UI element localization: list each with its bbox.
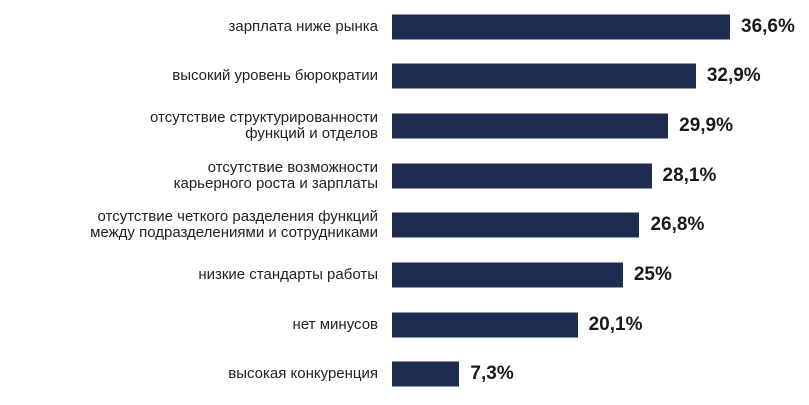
category-label: высокий уровень бюрократии — [172, 67, 378, 85]
value-label: 29,9% — [679, 114, 733, 136]
bar — [392, 163, 652, 189]
bar — [392, 113, 669, 139]
bar — [392, 312, 578, 338]
category-label: зарплата ниже рынка — [228, 17, 378, 35]
value-label: 28,1% — [662, 164, 717, 186]
category-label: низкие стандарты работы — [198, 266, 378, 283]
value-label: 36,6% — [741, 15, 795, 37]
value-label: 7,3% — [470, 363, 514, 385]
bar — [392, 262, 623, 288]
bar — [392, 361, 460, 387]
category-label: нет минусов — [292, 315, 378, 333]
value-label: 26,8% — [650, 214, 705, 236]
category-label: отсутствие четкого разделения функций ме… — [90, 208, 378, 242]
value-label: 20,1% — [588, 313, 643, 335]
category-label: отсутствие структурированности функций и… — [150, 108, 378, 142]
bar — [392, 212, 640, 238]
category-label: отсутствие возможности карьерного роста … — [173, 158, 378, 192]
value-label: 32,9% — [706, 65, 761, 87]
bar — [392, 63, 696, 89]
category-label: высокая конкуренция — [228, 365, 378, 383]
bar — [392, 14, 730, 39]
value-label: 25% — [633, 264, 672, 285]
